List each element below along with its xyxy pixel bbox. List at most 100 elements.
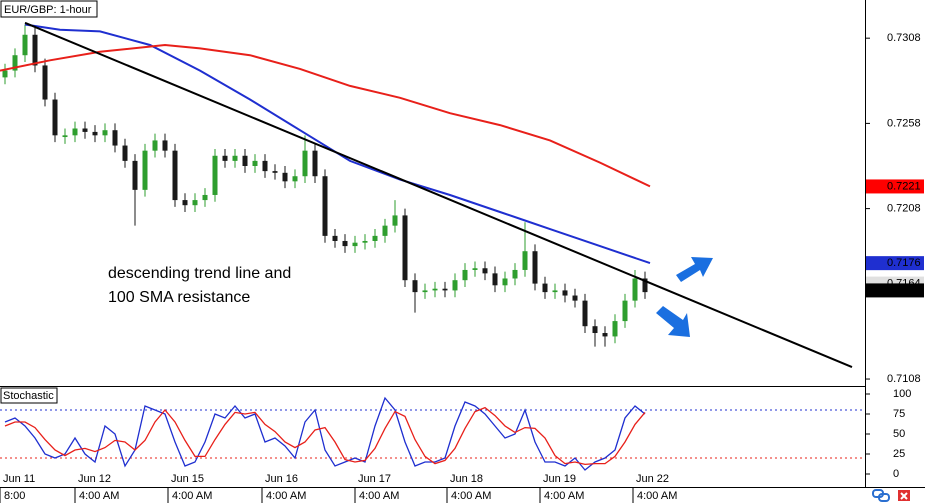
candle-body [452, 280, 458, 291]
candle-body [122, 145, 128, 161]
candle-body [92, 131, 98, 136]
candle-body [72, 128, 78, 136]
x-tick-label: Jun 18 [450, 473, 483, 485]
candle-body [482, 268, 488, 274]
candle-body [192, 200, 198, 206]
candle-body [572, 295, 578, 301]
x-tick-label: 4:00 AM [637, 490, 677, 502]
candle-body [552, 290, 558, 293]
candle-body [312, 150, 318, 177]
stochastic-title-box [0, 387, 58, 404]
candle-body [592, 326, 598, 334]
x-tick-label: 4:00 AM [172, 490, 212, 502]
annotation: 100 SMA resistance [108, 289, 250, 306]
candle-body [472, 268, 478, 270]
candle-body [462, 269, 468, 281]
candle-body [562, 290, 568, 296]
candle-body [522, 251, 528, 270]
x-tick-label: 4:00 AM [79, 490, 119, 502]
candle-body [182, 200, 188, 206]
close-icon[interactable] [898, 490, 910, 501]
candle-body [582, 300, 588, 327]
candle-body [262, 160, 268, 172]
candle-body [42, 65, 48, 100]
y-tick-label: 50 [893, 428, 905, 440]
price-label-box [866, 283, 924, 298]
candle-body [402, 215, 408, 281]
y-tick-label: 100 [893, 388, 911, 400]
candle-body [502, 278, 508, 286]
x-tick-label: Jun 19 [543, 473, 576, 485]
candle-body [252, 160, 258, 166]
candle-body [602, 333, 608, 337]
marks: 0.7308 0.7258 0.7208 0.7108 0.7221 0.7176 0.71… [0, 21, 924, 503]
y-tick-label: 75 [893, 408, 905, 420]
candle-body [272, 171, 278, 173]
link-icon-ring [878, 493, 890, 502]
candle-body [52, 99, 58, 136]
candle-body [352, 242, 358, 247]
candle-body [382, 225, 388, 236]
price-label: 0.716 [887, 284, 915, 296]
link-icon[interactable] [872, 489, 890, 502]
stochastic-line [4, 396, 646, 471]
candle-body [62, 135, 68, 138]
y-tick-label: 0 [893, 468, 899, 480]
candle-body [532, 251, 538, 284]
candle-body [212, 155, 218, 195]
x-tick-label: Jun 22 [636, 473, 669, 485]
line [24, 21, 853, 369]
y-tick-label: 25 [893, 448, 905, 460]
stochastic-line [4, 406, 646, 466]
candle-body [432, 288, 438, 291]
candle-body [622, 300, 628, 322]
x-tick-label: Jun 16 [265, 473, 298, 485]
y-tick-label: 0.7308 [887, 32, 921, 44]
candle-body [612, 321, 618, 337]
candle-body [102, 130, 108, 136]
x-tick-label: Jun 17 [358, 473, 391, 485]
candle-body [372, 235, 378, 241]
x-tick-label: 4:00 AM [359, 490, 399, 502]
candle-body [82, 128, 88, 132]
arrow-up [676, 257, 713, 282]
candle-body [12, 55, 18, 71]
candle-body [422, 290, 428, 293]
candle-body [32, 34, 38, 66]
annotation: descending trend line and [108, 265, 291, 282]
x-tick-label: Jun 15 [171, 473, 204, 485]
line [24, 23, 651, 265]
candle-body [112, 130, 118, 146]
candle-body [512, 269, 518, 279]
candle-body [342, 240, 348, 247]
x-tick-label: 4:00 AM [266, 490, 306, 502]
candle-body [232, 155, 238, 161]
candle-body [2, 70, 8, 78]
candle-body [412, 280, 418, 293]
x-tick-label: 4:00 AM [544, 490, 584, 502]
candle-body [322, 176, 328, 236]
candle-body [642, 278, 648, 293]
candle-body [362, 240, 368, 243]
price-label: 0.7176 [887, 257, 921, 269]
candle-body [142, 150, 148, 190]
candle-body [162, 140, 168, 151]
close-icon-cross [900, 492, 908, 500]
stochastic-title: Stochastic [3, 390, 54, 402]
price-label: 0.7221 [887, 180, 921, 192]
candle-body [242, 155, 248, 166]
title-box [0, 0, 98, 18]
chart-title: EUR/GBP: 1-hour [4, 4, 92, 16]
candle-body [222, 155, 228, 161]
candle-body [392, 215, 398, 226]
x-tick-label: Jun 11 [3, 473, 35, 485]
candle-body [632, 278, 638, 301]
candle-body [172, 150, 178, 201]
candle-body [282, 172, 288, 182]
x-tick-label: 4:00 AM [451, 490, 491, 502]
y-tick-label: 0.7208 [887, 203, 921, 215]
candle-body [542, 283, 548, 293]
arrow-down [656, 306, 690, 337]
candle-body [202, 194, 208, 201]
